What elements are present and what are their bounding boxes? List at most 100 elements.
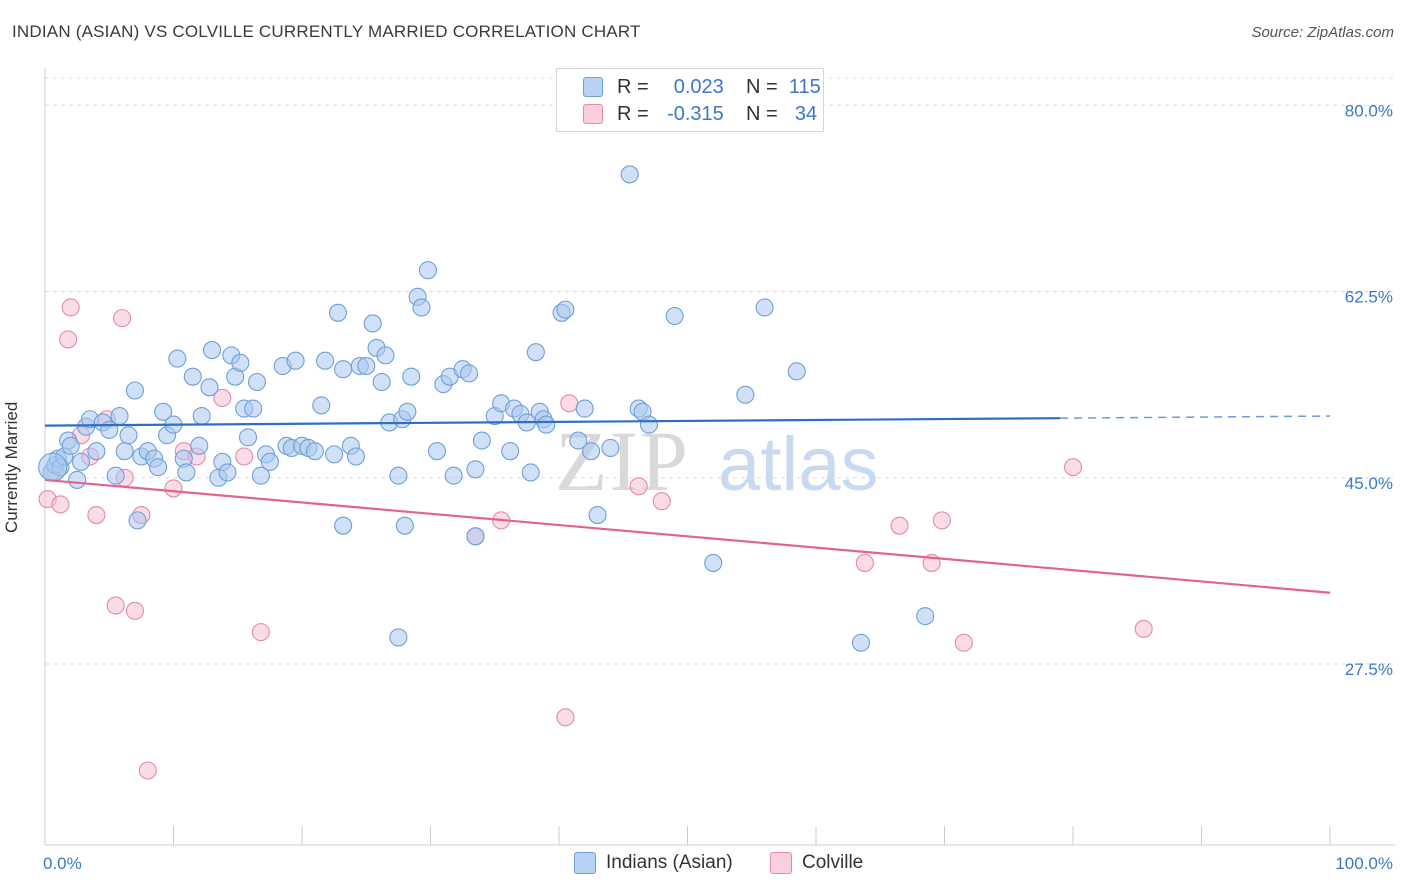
trend-lines: [44, 415, 1331, 594]
indians-asian-point: [168, 349, 187, 368]
indians-asian-point: [247, 372, 267, 392]
legend-n-label: N =: [746, 102, 778, 125]
legend-n-value: 34: [794, 102, 818, 125]
indians-asian-point: [190, 436, 209, 455]
indians-asian-point: [620, 165, 639, 184]
indians-asian-point: [556, 300, 575, 319]
indians-asian-point: [192, 407, 211, 426]
colville-trend-line: [44, 478, 1331, 594]
legend-swatch-pink: [583, 104, 603, 124]
indians-asian-point: [704, 553, 723, 572]
indians-asian-point: [459, 364, 479, 383]
indians-asian-point: [472, 431, 491, 450]
indians-asian-point: [218, 463, 237, 482]
indians-asian-point: [601, 438, 620, 458]
indians-asian-point: [316, 351, 335, 370]
colville-point: [87, 505, 106, 525]
colville-point: [629, 477, 648, 496]
legend-r-label: R =: [617, 75, 649, 98]
indians-asian-point: [412, 298, 431, 317]
indians-asian-point: [286, 351, 305, 370]
indians-asian-point: [851, 633, 871, 652]
indians-asian-point: [106, 466, 125, 485]
watermark-atlas: atlas: [718, 422, 879, 507]
colville-point: [556, 708, 575, 727]
legend-r-value: -0.315: [667, 102, 724, 125]
indians-asian-point: [398, 402, 417, 421]
indians-asian-point: [588, 505, 607, 525]
colville-point: [125, 601, 144, 620]
legend-r-value: 0.023: [673, 75, 724, 98]
axes-layer: [44, 68, 1395, 846]
colville-point: [51, 495, 70, 514]
indians-asian-point: [526, 343, 545, 362]
indians-asian-point: [154, 402, 173, 421]
y-tick-label: 45.0%: [1345, 474, 1393, 493]
colville-point: [1134, 619, 1153, 638]
legend-r-label: R =: [617, 102, 649, 125]
indians-asian-point: [183, 367, 202, 386]
colville-point: [106, 596, 125, 615]
indians-asian-point: [466, 527, 485, 546]
tick-labels: 27.5% 45.0% 62.5% 80.0% 0.0% 100.0%: [43, 101, 1393, 873]
colville-point: [855, 553, 874, 572]
colville-point: [652, 492, 671, 511]
indians-asian-point: [200, 378, 219, 397]
indians-asian-point: [395, 516, 414, 535]
indians-asian-point: [328, 303, 348, 322]
indians-asian-point: [68, 470, 87, 489]
indians-asian-point: [71, 452, 91, 471]
indians-asian-point: [466, 460, 485, 479]
indians-asian-point: [244, 399, 263, 418]
colville-point: [890, 516, 909, 535]
indians-asian-point: [260, 452, 279, 471]
watermark-zip: ZIP: [555, 413, 690, 509]
indians-asian-point: [61, 436, 80, 455]
y-tick-label: 80.0%: [1345, 101, 1393, 120]
indians-asian-point: [312, 396, 331, 415]
indians-asian-point: [916, 607, 935, 626]
indians-asian-point: [389, 466, 408, 485]
colville-point: [251, 623, 270, 642]
series-name-colville: Colville: [802, 852, 864, 873]
indians-asian-point: [231, 353, 250, 372]
indians-asian-point: [305, 442, 324, 461]
indians-asian-point: [363, 314, 382, 333]
indians-asian-point: [128, 511, 147, 530]
y-axis-label: Currently Married: [2, 401, 21, 533]
indians-asian-point: [38, 452, 68, 482]
colville-point: [59, 330, 78, 349]
colville-point: [932, 511, 951, 530]
watermark: ZIP atlas: [555, 413, 879, 509]
colville-point: [560, 394, 579, 413]
series-legend-indians: Indians (Asian): [574, 852, 733, 874]
indians-asian-point: [501, 442, 520, 461]
colville-point: [213, 388, 232, 408]
indians-asian-point: [238, 428, 258, 447]
y-tick-label: 62.5%: [1345, 288, 1393, 307]
indians-asian-point: [444, 466, 463, 485]
indians-asian-point: [755, 298, 774, 317]
indians-asian-point: [537, 415, 556, 434]
indians-asian-points: [38, 165, 935, 652]
indians-asian-point: [149, 458, 168, 477]
indians-asian-point: [125, 381, 144, 400]
series-legend-colville: Colville: [770, 852, 863, 874]
indians-asian-point: [115, 442, 134, 461]
indians-asian-point: [521, 463, 540, 482]
colville-point: [61, 298, 80, 317]
indians-asian-point: [427, 442, 446, 461]
y-tick-label: 27.5%: [1345, 660, 1393, 679]
legend-row-colville: R = -0.315 N = 34: [583, 102, 817, 126]
indians-asian-point: [389, 628, 408, 647]
indians-asian-point: [418, 261, 437, 280]
indians-asian-point: [582, 442, 601, 461]
indians-asian-point: [402, 367, 421, 386]
indians-asian-point: [736, 385, 755, 404]
colville-point: [164, 479, 183, 498]
grid-layer: [45, 77, 1395, 665]
series-name-indians: Indians (Asian): [606, 852, 733, 873]
series-swatch-pink: [770, 852, 792, 874]
chart-title: INDIAN (ASIAN) VS COLVILLE CURRENTLY MAR…: [12, 22, 641, 41]
